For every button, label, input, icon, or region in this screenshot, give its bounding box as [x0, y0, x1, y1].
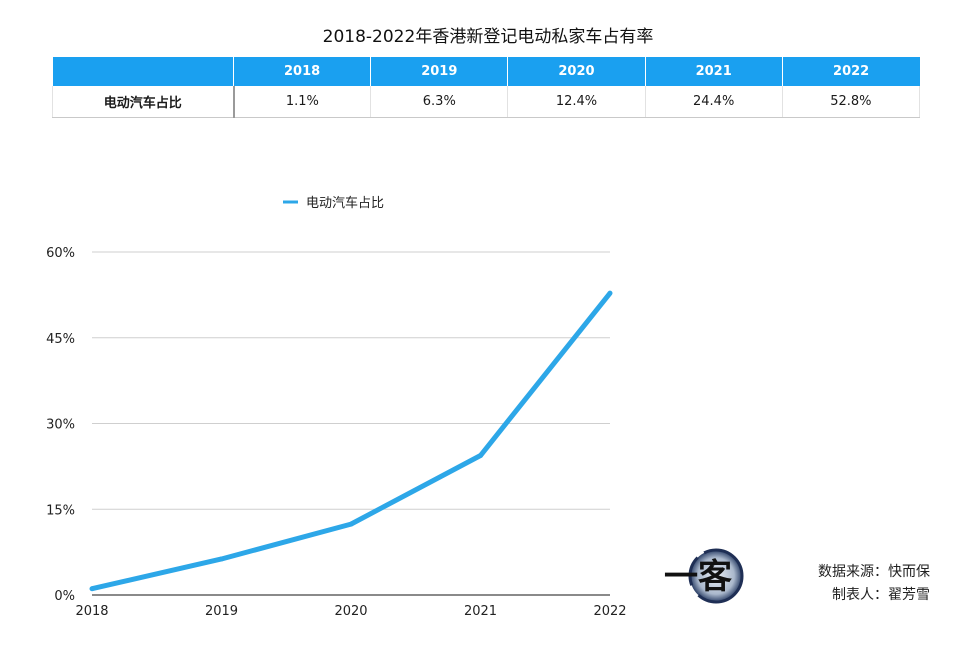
- table-cell: 12.4%: [507, 86, 646, 118]
- x-tick-label: 2021: [464, 604, 497, 619]
- data-point: [348, 521, 354, 527]
- x-tick-label: 2022: [593, 604, 626, 619]
- x-tick-label: 2019: [205, 604, 238, 619]
- table-header-cell: 2022: [782, 57, 920, 86]
- table-cell: 52.8%: [782, 86, 921, 118]
- data-table: 2018 2019 2020 2021 2022 电动汽车占比 1.1% 6.3…: [52, 57, 921, 118]
- gridlines: [92, 251, 610, 596]
- y-axis: 0% 15% 30% 45% 60%: [46, 246, 75, 604]
- data-point: [89, 586, 95, 592]
- chart-title: 2018-2022年香港新登记电动私家车占有率: [322, 27, 654, 47]
- y-tick-label: 30%: [46, 418, 75, 433]
- table-header-row: 2018 2019 2020 2021 2022: [52, 57, 920, 86]
- x-tick-label: 2020: [334, 604, 367, 619]
- y-tick-label: 60%: [46, 246, 75, 261]
- x-axis: 2018 2019 2020 2021 2022: [75, 604, 626, 619]
- data-point: [478, 453, 483, 459]
- table-cell: 24.4%: [645, 86, 783, 118]
- source-credit: 数据来源：快而保: [818, 564, 930, 580]
- table-cell: 1.1%: [233, 86, 372, 118]
- table-header-cell: 2018: [233, 57, 372, 86]
- table-row: 电动汽车占比 1.1% 6.3% 12.4% 24.4% 52.8%: [52, 86, 921, 118]
- series-layer: [89, 290, 613, 592]
- data-point: [219, 556, 224, 562]
- y-tick-label: 15%: [46, 503, 75, 518]
- yike-logo: 一客: [664, 548, 744, 604]
- table-header-blank: [52, 57, 234, 86]
- x-tick-label: 2018: [75, 604, 108, 619]
- table-header-cell: 2021: [645, 57, 783, 86]
- table-cell: 6.3%: [370, 86, 509, 118]
- logo-text: 一客: [664, 557, 732, 597]
- table-row-label: 电动汽车占比: [52, 86, 235, 118]
- table-header-cell: 2020: [507, 57, 646, 86]
- credits: 数据来源：快而保 制表人：翟芳雪: [780, 561, 930, 607]
- legend: 电动汽车占比: [283, 195, 384, 211]
- y-tick-label: 0%: [54, 589, 75, 604]
- logo-circle: [690, 550, 742, 602]
- logo-ring: [688, 548, 744, 604]
- author-credit: 制表人：翟芳雪: [832, 587, 930, 603]
- table-header-cell: 2019: [370, 57, 509, 86]
- legend-label: 电动汽车占比: [306, 195, 384, 211]
- data-point: [607, 290, 613, 296]
- y-tick-label: 45%: [46, 332, 75, 347]
